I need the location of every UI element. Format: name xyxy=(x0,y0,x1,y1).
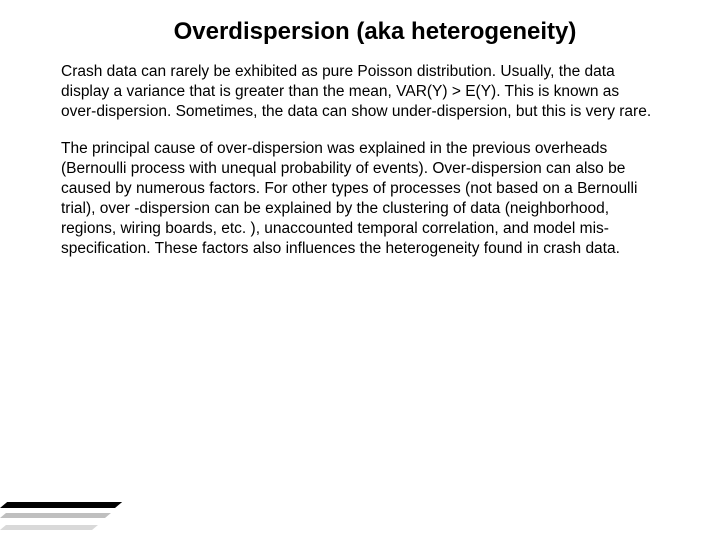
slide-title: Overdispersion (aka heterogeneity) xyxy=(55,18,665,46)
accent-stripe-gray1 xyxy=(0,513,111,518)
accent-stripe-black xyxy=(0,502,122,508)
accent-stripe-gray2 xyxy=(0,525,98,530)
paragraph-1: Crash data can rarely be exhibited as pu… xyxy=(55,62,665,121)
slide-container: Overdispersion (aka heterogeneity) Crash… xyxy=(0,0,720,540)
corner-accent xyxy=(0,490,160,540)
paragraph-2: The principal cause of over-dispersion w… xyxy=(55,139,665,258)
